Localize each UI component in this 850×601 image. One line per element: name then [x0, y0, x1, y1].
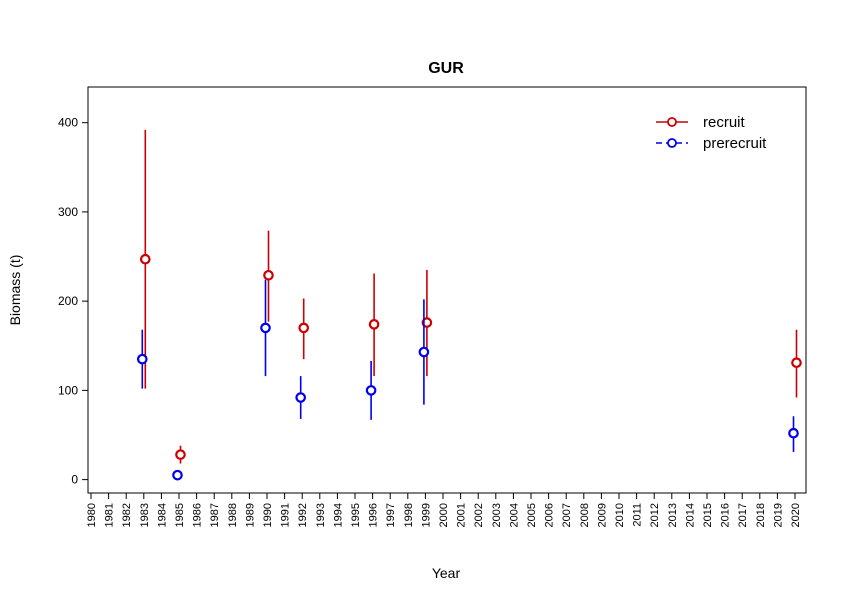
x-tick-label: 1987 — [209, 503, 221, 527]
data-point — [418, 346, 430, 358]
x-tick-label: 2018 — [755, 503, 767, 527]
x-tick-label: 1989 — [244, 503, 256, 527]
x-tick-label: 2013 — [667, 503, 679, 527]
x-tick-label: 2011 — [632, 503, 644, 527]
x-tick-label: 1993 — [315, 503, 327, 527]
x-tick-label: 2008 — [579, 503, 591, 527]
data-point — [368, 319, 380, 330]
legend-label: recruit — [703, 114, 746, 131]
data-point — [260, 322, 271, 334]
y-tick-label: 400 — [58, 116, 78, 130]
x-tick-label: 1983 — [139, 503, 151, 527]
series-prerecruit — [137, 279, 799, 481]
x-tick-label: 2019 — [772, 503, 784, 527]
series-recruit — [140, 129, 802, 464]
legend-marker — [667, 138, 677, 148]
x-tick-label: 1990 — [262, 503, 274, 527]
series-layer — [137, 129, 802, 481]
x-tick-label: 1992 — [297, 503, 309, 527]
x-tick-label: 2003 — [491, 503, 503, 527]
x-tick-label: 2009 — [596, 503, 608, 527]
x-tick-label: 1995 — [350, 503, 362, 527]
y-tick-label: 300 — [58, 205, 78, 219]
x-tick-label: 2014 — [684, 503, 696, 527]
legend: recruit prerecruit — [656, 114, 767, 152]
x-tick-label: 1980 — [86, 503, 98, 527]
x-tick-label: 1982 — [121, 503, 133, 527]
legend-marker — [667, 117, 677, 127]
x-tick-label: 1998 — [403, 503, 415, 527]
x-tick-label: 1984 — [156, 503, 168, 527]
x-tick-label: 2016 — [720, 503, 732, 527]
data-point — [263, 269, 274, 281]
x-axis: 1980 1981 1982 1983 1984 1985 1986 1987 1988 1989… — [86, 493, 802, 527]
data-point — [365, 385, 377, 396]
x-tick-label: 2012 — [649, 503, 661, 527]
data-point — [791, 357, 802, 369]
x-tick-label: 2002 — [473, 503, 485, 527]
data-point — [140, 253, 151, 265]
x-tick-label: 1991 — [280, 503, 292, 527]
x-tick-label: 1986 — [192, 503, 204, 527]
data-point — [788, 427, 799, 439]
x-tick-label: 2001 — [456, 503, 468, 527]
plot-area — [87, 86, 807, 494]
x-tick-label: 1988 — [227, 503, 239, 527]
legend-label: prerecruit — [703, 135, 767, 152]
data-point — [175, 449, 186, 460]
x-tick-label: 2015 — [702, 503, 714, 527]
x-tick-label: 2010 — [614, 503, 626, 527]
y-axis-title: Biomass (t) — [7, 255, 23, 326]
data-point — [172, 469, 183, 481]
x-tick-label: 2007 — [561, 503, 573, 527]
data-point — [298, 322, 309, 334]
x-tick-label: 1997 — [385, 503, 397, 527]
chart-title: GUR — [428, 60, 464, 77]
y-tick-label: 100 — [58, 383, 78, 397]
x-tick-label: 2005 — [526, 503, 538, 527]
x-tick-label: 1994 — [332, 503, 344, 527]
y-tick-label: 0 — [71, 473, 78, 487]
x-tick-label: 2000 — [438, 503, 450, 527]
x-tick-label: 1981 — [104, 503, 116, 527]
x-axis-title: Year — [432, 565, 461, 581]
x-tick-label: 2006 — [544, 503, 556, 527]
x-tick-label: 2020 — [790, 503, 802, 527]
x-tick-label: 2017 — [737, 503, 749, 527]
y-tick-label: 200 — [58, 294, 78, 308]
x-tick-label: 1985 — [174, 503, 186, 527]
x-tick-label: 2004 — [508, 503, 520, 527]
y-axis: 0 100 200 300 400 — [58, 116, 88, 487]
data-point — [137, 353, 148, 365]
data-point — [421, 317, 433, 328]
data-point — [295, 392, 306, 403]
x-tick-label: 1999 — [420, 503, 432, 527]
x-tick-label: 1996 — [368, 503, 380, 527]
